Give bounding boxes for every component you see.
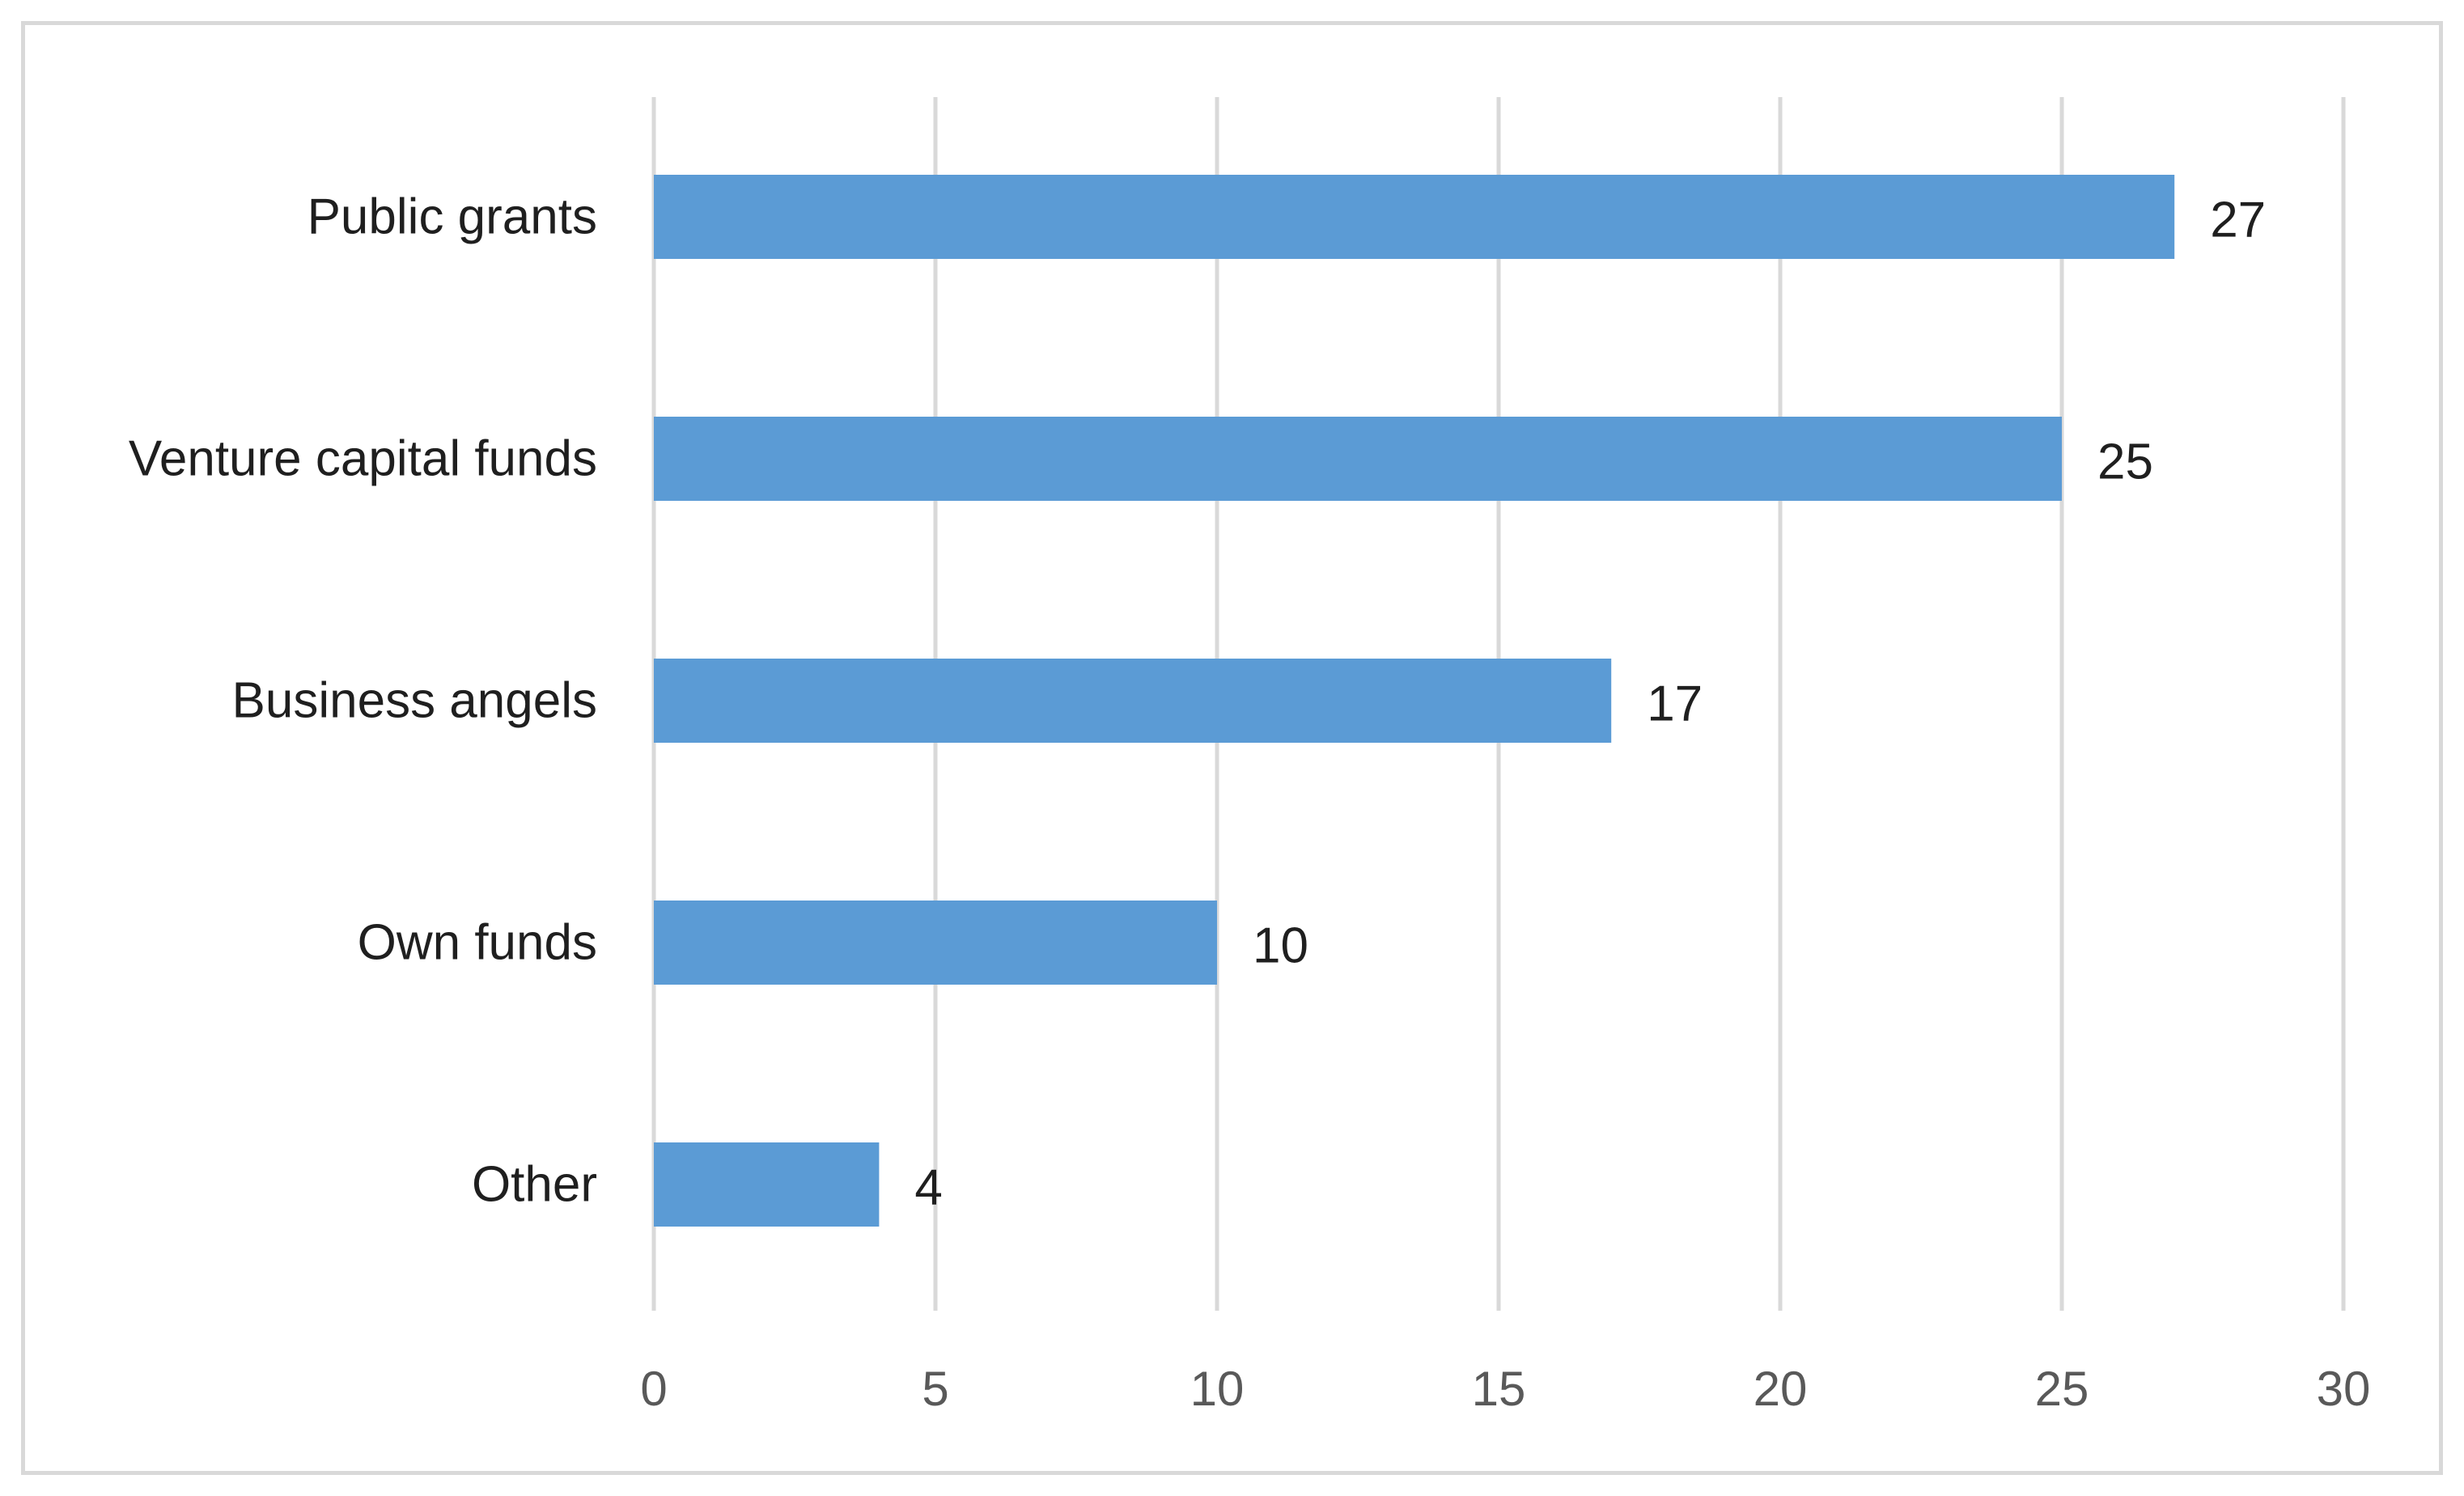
data-label: 17: [1647, 676, 1703, 732]
category-label: Venture capital funds: [129, 431, 597, 487]
category-label: Other: [472, 1157, 597, 1213]
category-labels: Public grants Venture capital funds Busine…: [129, 189, 597, 1213]
category-label: Public grants: [307, 189, 597, 245]
bar: [654, 901, 1217, 985]
bar: [654, 1142, 880, 1227]
x-tick-label: 30: [2317, 1362, 2371, 1416]
bar: [654, 417, 2062, 501]
data-label: 4: [914, 1160, 942, 1216]
data-label: 10: [1253, 918, 1308, 974]
bar: [654, 659, 1612, 743]
x-tick-label: 5: [922, 1362, 948, 1416]
x-tick-label: 25: [2035, 1362, 2089, 1416]
x-tick-label: 15: [1472, 1362, 1526, 1416]
x-tick-label: 20: [1754, 1362, 1808, 1416]
x-tick-label: 0: [640, 1362, 667, 1416]
bar: [654, 175, 2175, 259]
data-labels: 27 25 17 10 4: [914, 193, 2266, 1216]
data-label: 25: [2097, 434, 2153, 490]
data-label: 27: [2210, 193, 2266, 248]
x-axis-tick-labels: 0 5 10 15 20 25 30: [640, 1362, 2370, 1416]
chart-frame: [21, 21, 2443, 1475]
category-label: Business angels: [232, 673, 598, 729]
category-label: Own funds: [358, 915, 597, 971]
x-tick-label: 10: [1190, 1362, 1245, 1416]
gridlines: [651, 97, 2346, 1311]
bars: [654, 175, 2175, 1227]
